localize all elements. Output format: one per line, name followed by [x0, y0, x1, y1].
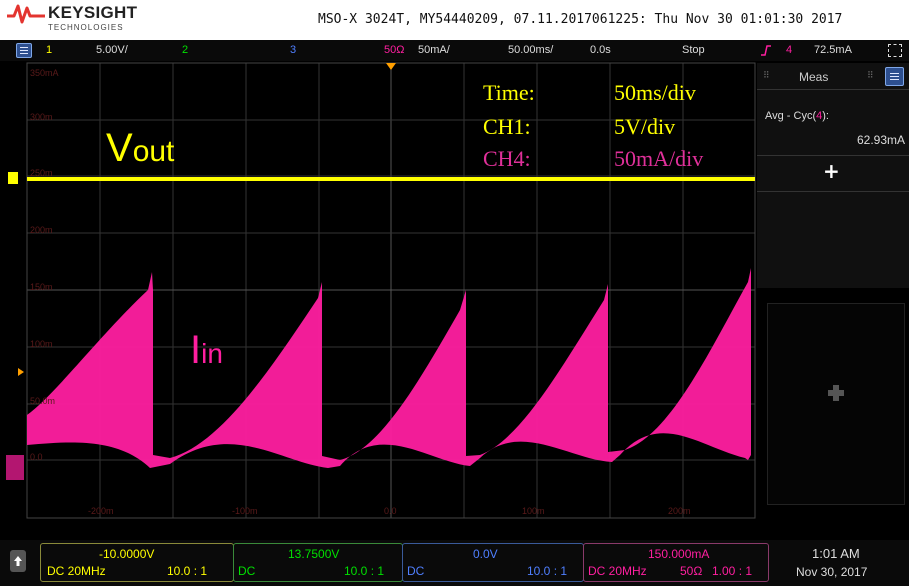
timebase-delay[interactable]: 0.0s	[590, 44, 611, 56]
drag-handle-icon-2[interactable]: ⠿	[867, 70, 874, 80]
ch4-impedance[interactable]: 50Ω	[384, 44, 405, 56]
waveform-display[interactable]: 350mA 300m 250m 200m 150m 100m 50.0m 0.0…	[0, 61, 757, 540]
trigger-edge-icon	[761, 45, 771, 56]
ch4-ground-marker	[6, 455, 24, 480]
header: KEYSIGHT TECHNOLOGIES MSO-X 3024T, MY544…	[0, 0, 909, 40]
trigger-level-marker	[18, 368, 24, 376]
arrow-up-icon	[14, 556, 22, 566]
trigger-position-marker	[386, 63, 396, 70]
trigger-channel[interactable]: 4	[786, 44, 793, 56]
y-label-0: 350mA	[30, 68, 59, 78]
status-bar: 1 5.00V/ 2 3 50Ω 50mA/ 50.00ms/ 0.0s Sto…	[0, 40, 909, 61]
ch3-footer[interactable]: 0.0V DC 10.0 : 1	[402, 543, 584, 582]
y-label-2: 250m	[30, 168, 53, 178]
measurement-panel: ⠿ Meas ⠿ Avg - Cyc(4): 62.93mA +	[757, 63, 909, 288]
ch1-ground-marker	[8, 172, 18, 184]
footer-expand-button[interactable]	[10, 550, 26, 572]
ch4-waveform	[27, 268, 751, 468]
ch2-footer[interactable]: 13.7500V DC 10.0 : 1	[233, 543, 403, 582]
y-label-7: 0.0	[30, 452, 43, 462]
brand-name: KEYSIGHT	[48, 3, 138, 22]
ch1-label: CH1:	[483, 114, 531, 139]
vout-annotation: Vout	[106, 126, 175, 170]
ch3-number[interactable]: 3	[290, 44, 297, 56]
brand-subtitle: TECHNOLOGIES	[48, 23, 124, 32]
drag-handle-icon[interactable]: ⠿	[763, 70, 770, 80]
ch1-number[interactable]: 1	[46, 44, 53, 56]
fullscreen-icon[interactable]	[888, 44, 902, 57]
time-label: Time:	[483, 80, 535, 105]
y-label-5: 100m	[30, 339, 53, 349]
time-value: 50ms/div	[614, 80, 696, 105]
x-label-2: 0.0	[384, 506, 397, 516]
ch1-footer[interactable]: -10.0000V DC 20MHz 10.0 : 1	[40, 543, 234, 582]
ch4-label: CH4:	[483, 146, 531, 171]
x-label-3: 100m	[522, 506, 545, 516]
y-label-6: 50.0m	[30, 396, 55, 406]
iin-annotation: Iin	[190, 328, 223, 372]
channel-footer: -10.0000V DC 20MHz 10.0 : 1 13.7500V DC …	[0, 540, 909, 586]
ch4-scale[interactable]: 50mA/	[418, 44, 450, 56]
x-label-1: -100m	[232, 506, 258, 516]
meas-menu-button[interactable]	[885, 67, 904, 86]
empty-panel-slot[interactable]	[767, 303, 905, 505]
ch4-value: 50mA/div	[614, 146, 704, 171]
meas-title: Meas	[799, 70, 829, 84]
meas-avg-label[interactable]: Avg - Cyc(4):	[765, 110, 829, 122]
x-label-4: 200m	[668, 506, 691, 516]
keysight-logo-icon	[7, 4, 45, 24]
main-menu-button[interactable]	[16, 43, 32, 58]
run-state[interactable]: Stop	[682, 44, 705, 56]
y-label-1: 300m	[30, 112, 53, 122]
timebase-scale[interactable]: 50.00ms/	[508, 44, 554, 56]
clock-time: 1:01 AM	[812, 546, 860, 561]
y-label-4: 150m	[30, 282, 53, 292]
clock-date: Nov 30, 2017	[796, 565, 868, 579]
ch2-number[interactable]: 2	[182, 44, 189, 56]
y-label-3: 200m	[30, 225, 53, 235]
ch4-footer[interactable]: 150.000mA DC 20MHz 50Ω 1.00 : 1	[583, 543, 769, 582]
ch1-scale[interactable]: 5.00V/	[96, 44, 128, 56]
model-info: MSO-X 3024T, MY54440209, 07.11.201706122…	[318, 12, 843, 27]
ch1-value: 5V/div	[614, 114, 676, 139]
meas-avg-value: 62.93mA	[856, 133, 905, 147]
x-label-0: -200m	[88, 506, 114, 516]
add-measurement-button[interactable]: +	[823, 159, 840, 183]
trigger-level[interactable]: 72.5mA	[814, 44, 852, 56]
ch1-waveform	[27, 177, 755, 181]
